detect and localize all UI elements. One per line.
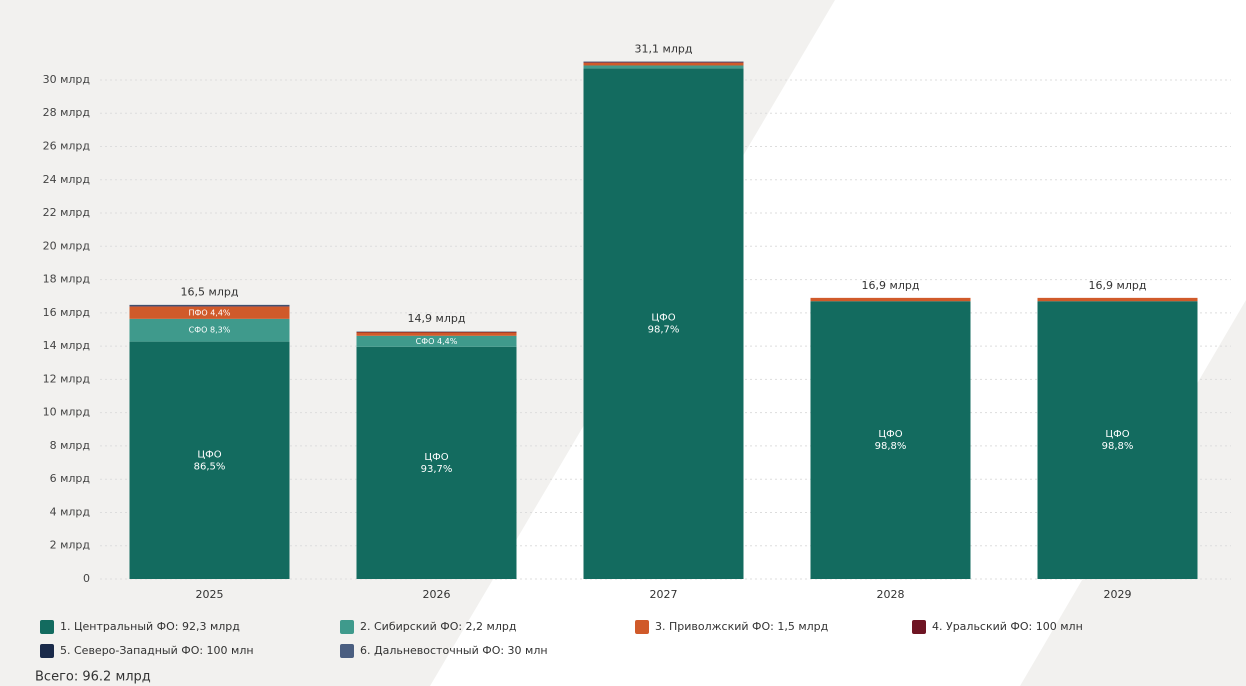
segment-label: ЦФО bbox=[424, 452, 448, 463]
segment-share: 98,8% bbox=[875, 441, 907, 452]
y-tick-label: 26 млрд bbox=[43, 139, 91, 152]
segment-label: СФО 4,4% bbox=[416, 337, 458, 346]
y-tick-label: 2 млрд bbox=[50, 539, 91, 552]
bar-segment bbox=[810, 301, 971, 579]
total-label: 16,9 млрд bbox=[1089, 279, 1147, 292]
bar-segment bbox=[810, 297, 971, 302]
bar-segment bbox=[129, 306, 290, 319]
total-label: 16,9 млрд bbox=[862, 279, 920, 292]
segment-label: ЦФО bbox=[878, 429, 902, 440]
y-tick-label: 8 млрд bbox=[50, 439, 91, 452]
segment-share: 86,5% bbox=[194, 461, 226, 472]
y-tick-label: 10 млрд bbox=[43, 406, 91, 419]
bar-segment bbox=[129, 318, 290, 342]
bar-segment bbox=[129, 341, 290, 579]
segment-label: ПФО 4,4% bbox=[188, 308, 230, 317]
segment-label: СФО 8,3% bbox=[189, 326, 231, 335]
bar-segment bbox=[583, 62, 744, 63]
y-tick-label: 30 млрд bbox=[43, 73, 91, 86]
y-tick-label: 16 млрд bbox=[43, 306, 91, 319]
bar-segment bbox=[1037, 297, 1198, 302]
total-label: 31,1 млрд bbox=[635, 43, 693, 56]
segment-label: ЦФО bbox=[1105, 429, 1129, 440]
x-tick-label: 2029 bbox=[1104, 588, 1132, 601]
bar-segment bbox=[356, 332, 517, 336]
footer: Всего: 96.2 млрд bbox=[35, 670, 151, 685]
bar-segment bbox=[129, 305, 290, 307]
y-tick-label: 0 bbox=[83, 572, 90, 585]
x-tick-label: 2026 bbox=[423, 588, 451, 601]
legend-swatch bbox=[40, 644, 54, 658]
segment-label: ЦФО bbox=[651, 313, 675, 324]
y-tick-label: 14 млрд bbox=[43, 339, 91, 352]
legend-label: 5. Северо-Западный ФО: 100 млн bbox=[60, 644, 254, 657]
segment-share: 98,7% bbox=[648, 325, 680, 336]
segment-share: 98,8% bbox=[1102, 441, 1134, 452]
legend-swatch bbox=[40, 620, 54, 634]
bar-segment bbox=[583, 62, 744, 66]
x-tick-label: 2028 bbox=[877, 588, 905, 601]
legend-label: 4. Уральский ФО: 100 млн bbox=[932, 620, 1083, 633]
y-tick-label: 4 млрд bbox=[50, 505, 91, 518]
y-tick-label: 20 млрд bbox=[43, 239, 91, 252]
y-tick-label: 12 млрд bbox=[43, 372, 91, 385]
legend-label: 6. Дальневосточный ФО: 30 млн bbox=[360, 644, 548, 657]
legend-label: 3. Приволжский ФО: 1,5 млрд bbox=[655, 620, 829, 633]
legend-swatch bbox=[340, 644, 354, 658]
bar-segment bbox=[356, 335, 517, 347]
total-label: 16,5 млрд bbox=[181, 286, 239, 299]
bar-segment bbox=[583, 65, 744, 69]
legend-swatch bbox=[340, 620, 354, 634]
legend-swatch bbox=[635, 620, 649, 634]
legend-swatch bbox=[912, 620, 926, 634]
legend-label: 1. Центральный ФО: 92,3 млрд bbox=[60, 620, 240, 633]
x-tick-label: 2025 bbox=[196, 588, 224, 601]
bar-segment bbox=[583, 68, 744, 580]
y-tick-label: 28 млрд bbox=[43, 106, 91, 119]
total-label: 14,9 млрд bbox=[408, 312, 466, 325]
y-tick-label: 22 млрд bbox=[43, 206, 91, 219]
bar-segment bbox=[1037, 301, 1198, 579]
x-tick-label: 2027 bbox=[650, 588, 678, 601]
y-tick-label: 6 млрд bbox=[50, 472, 91, 485]
y-tick-label: 18 млрд bbox=[43, 273, 91, 286]
segment-label: ЦФО bbox=[197, 449, 221, 460]
legend-label: 2. Сибирский ФО: 2,2 млрд bbox=[360, 620, 517, 633]
segment-share: 93,7% bbox=[421, 464, 453, 475]
bar-segment bbox=[356, 346, 517, 579]
y-tick-label: 24 млрд bbox=[43, 173, 91, 186]
